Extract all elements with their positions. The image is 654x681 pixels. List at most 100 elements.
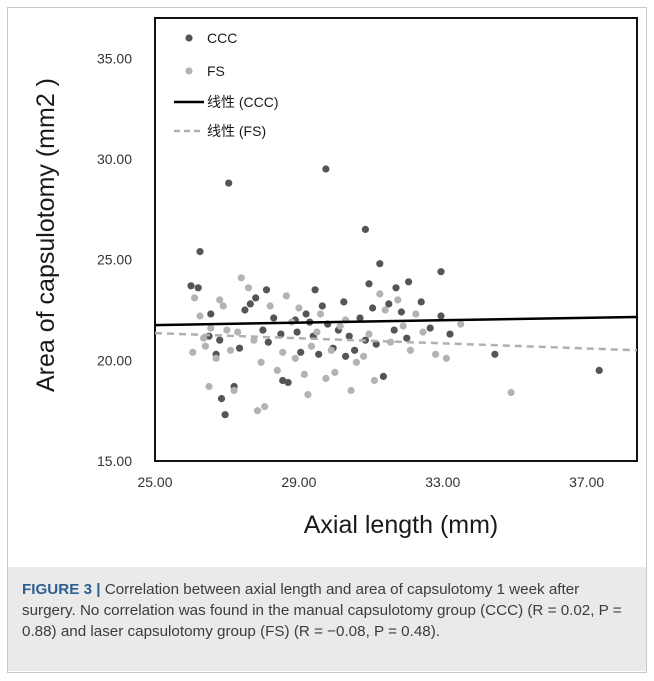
y-tick-label: 35.00 (97, 50, 132, 66)
x-tick-label: 25.00 (137, 474, 172, 490)
ccc-point (311, 286, 319, 294)
ccc-point (279, 376, 287, 385)
fs-point (191, 294, 199, 302)
ccc-point (270, 314, 278, 322)
x-tick-label: 37.00 (569, 474, 604, 490)
fs-point (261, 403, 269, 411)
ccc-point (196, 248, 204, 256)
ccc-point (356, 314, 364, 322)
fs-point (273, 366, 281, 374)
fs-point (237, 274, 245, 282)
ccc-point (379, 372, 387, 380)
scatter-chart: 15.00 20.00 25.00 30.00 35.00 25.00 29.00 33.0… (32, 17, 638, 539)
x-axis-title: Axial length (mm) (304, 511, 499, 539)
ccc-point (403, 334, 411, 342)
legend-fs-marker (185, 67, 193, 75)
ccc-point (345, 332, 353, 340)
ccc-point (277, 330, 285, 338)
fs-point (331, 368, 339, 376)
fs-point (201, 342, 209, 350)
fs-point (399, 322, 407, 330)
ccc-point (397, 308, 405, 316)
fs-point (336, 322, 344, 330)
y-tick-label: 20.00 (97, 352, 132, 368)
legend: CCC FS 线性 (CCC) 线性 (FS) (174, 30, 279, 139)
ccc-point (405, 278, 413, 286)
ccc-point (284, 378, 292, 387)
fs-point (300, 370, 308, 378)
fs-point (234, 328, 242, 336)
fs-point (216, 296, 224, 304)
fs-point (304, 391, 312, 399)
fs-point (200, 334, 208, 342)
fs-point (352, 358, 360, 366)
ccc-point (322, 165, 330, 173)
trend-lines (154, 315, 638, 352)
ccc-point (340, 298, 348, 306)
ccc-point (194, 284, 202, 292)
y-tick-label: 30.00 (97, 151, 132, 167)
fs-point (360, 352, 368, 360)
legend-ccc-label: CCC (207, 30, 237, 46)
fs-point (370, 376, 378, 385)
fs-point (507, 388, 515, 397)
ccc-point (235, 344, 244, 352)
ccc-point (264, 338, 272, 346)
ccc-point (437, 268, 445, 276)
ccc-point (315, 350, 323, 358)
ccc-point (376, 260, 384, 268)
ccc-point (241, 306, 249, 314)
fs-point (282, 292, 290, 300)
fs-point (189, 348, 197, 356)
ccc-point (365, 280, 373, 288)
fs-point (253, 407, 262, 415)
fs-point (291, 354, 299, 362)
ccc-point (217, 395, 226, 403)
fs-point (212, 354, 220, 362)
figure-frame (7, 7, 647, 673)
ccc-point (216, 336, 224, 344)
legend-ccc-marker (185, 34, 193, 42)
data-points (187, 165, 603, 419)
ccc-point (446, 330, 454, 338)
figure-caption: FIGURE 3 | Correlation between axial len… (8, 567, 646, 671)
y-tick-label: 25.00 (97, 252, 132, 268)
fs-point (406, 346, 414, 354)
fs-point (205, 382, 213, 391)
x-axis-ticks: 25.00 29.00 33.00 37.00 (137, 474, 604, 490)
ccc-trend-line (154, 315, 638, 327)
y-axis-title: Area of capsulotomy (mm2 ) (32, 78, 60, 392)
fs-point (316, 310, 325, 318)
ccc-point (302, 310, 310, 318)
fs-point (347, 386, 355, 395)
fs-point (223, 326, 231, 334)
legend-fs-fit-label: 线性 (FS) (207, 123, 266, 139)
fs-point (266, 302, 274, 310)
fs-point (257, 358, 265, 366)
caption-separator: | (96, 581, 101, 598)
caption-label: FIGURE 3 (22, 581, 93, 598)
fs-point (295, 304, 303, 312)
ccc-point (293, 328, 301, 336)
ccc-point (361, 225, 369, 233)
ccc-point (262, 286, 271, 294)
ccc-point (342, 352, 350, 360)
fs-point (250, 336, 258, 344)
caption-text: Correlation between axial length and are… (22, 581, 622, 640)
fs-point (219, 302, 227, 310)
fs-trend-line (154, 331, 638, 352)
x-tick-label: 29.00 (281, 474, 316, 490)
ccc-point (595, 366, 603, 374)
fs-point (207, 324, 215, 332)
fs-point (279, 348, 287, 356)
legend-fs-label: FS (207, 63, 225, 79)
fs-point (419, 328, 427, 336)
fs-point (244, 284, 253, 292)
y-axis-ticks: 15.00 20.00 25.00 30.00 35.00 (97, 50, 132, 469)
fs-point (307, 342, 316, 350)
ccc-point (392, 284, 400, 292)
plot-area-border (154, 17, 638, 462)
ccc-point (207, 310, 215, 318)
fs-point (442, 354, 450, 362)
fs-point (313, 328, 321, 336)
